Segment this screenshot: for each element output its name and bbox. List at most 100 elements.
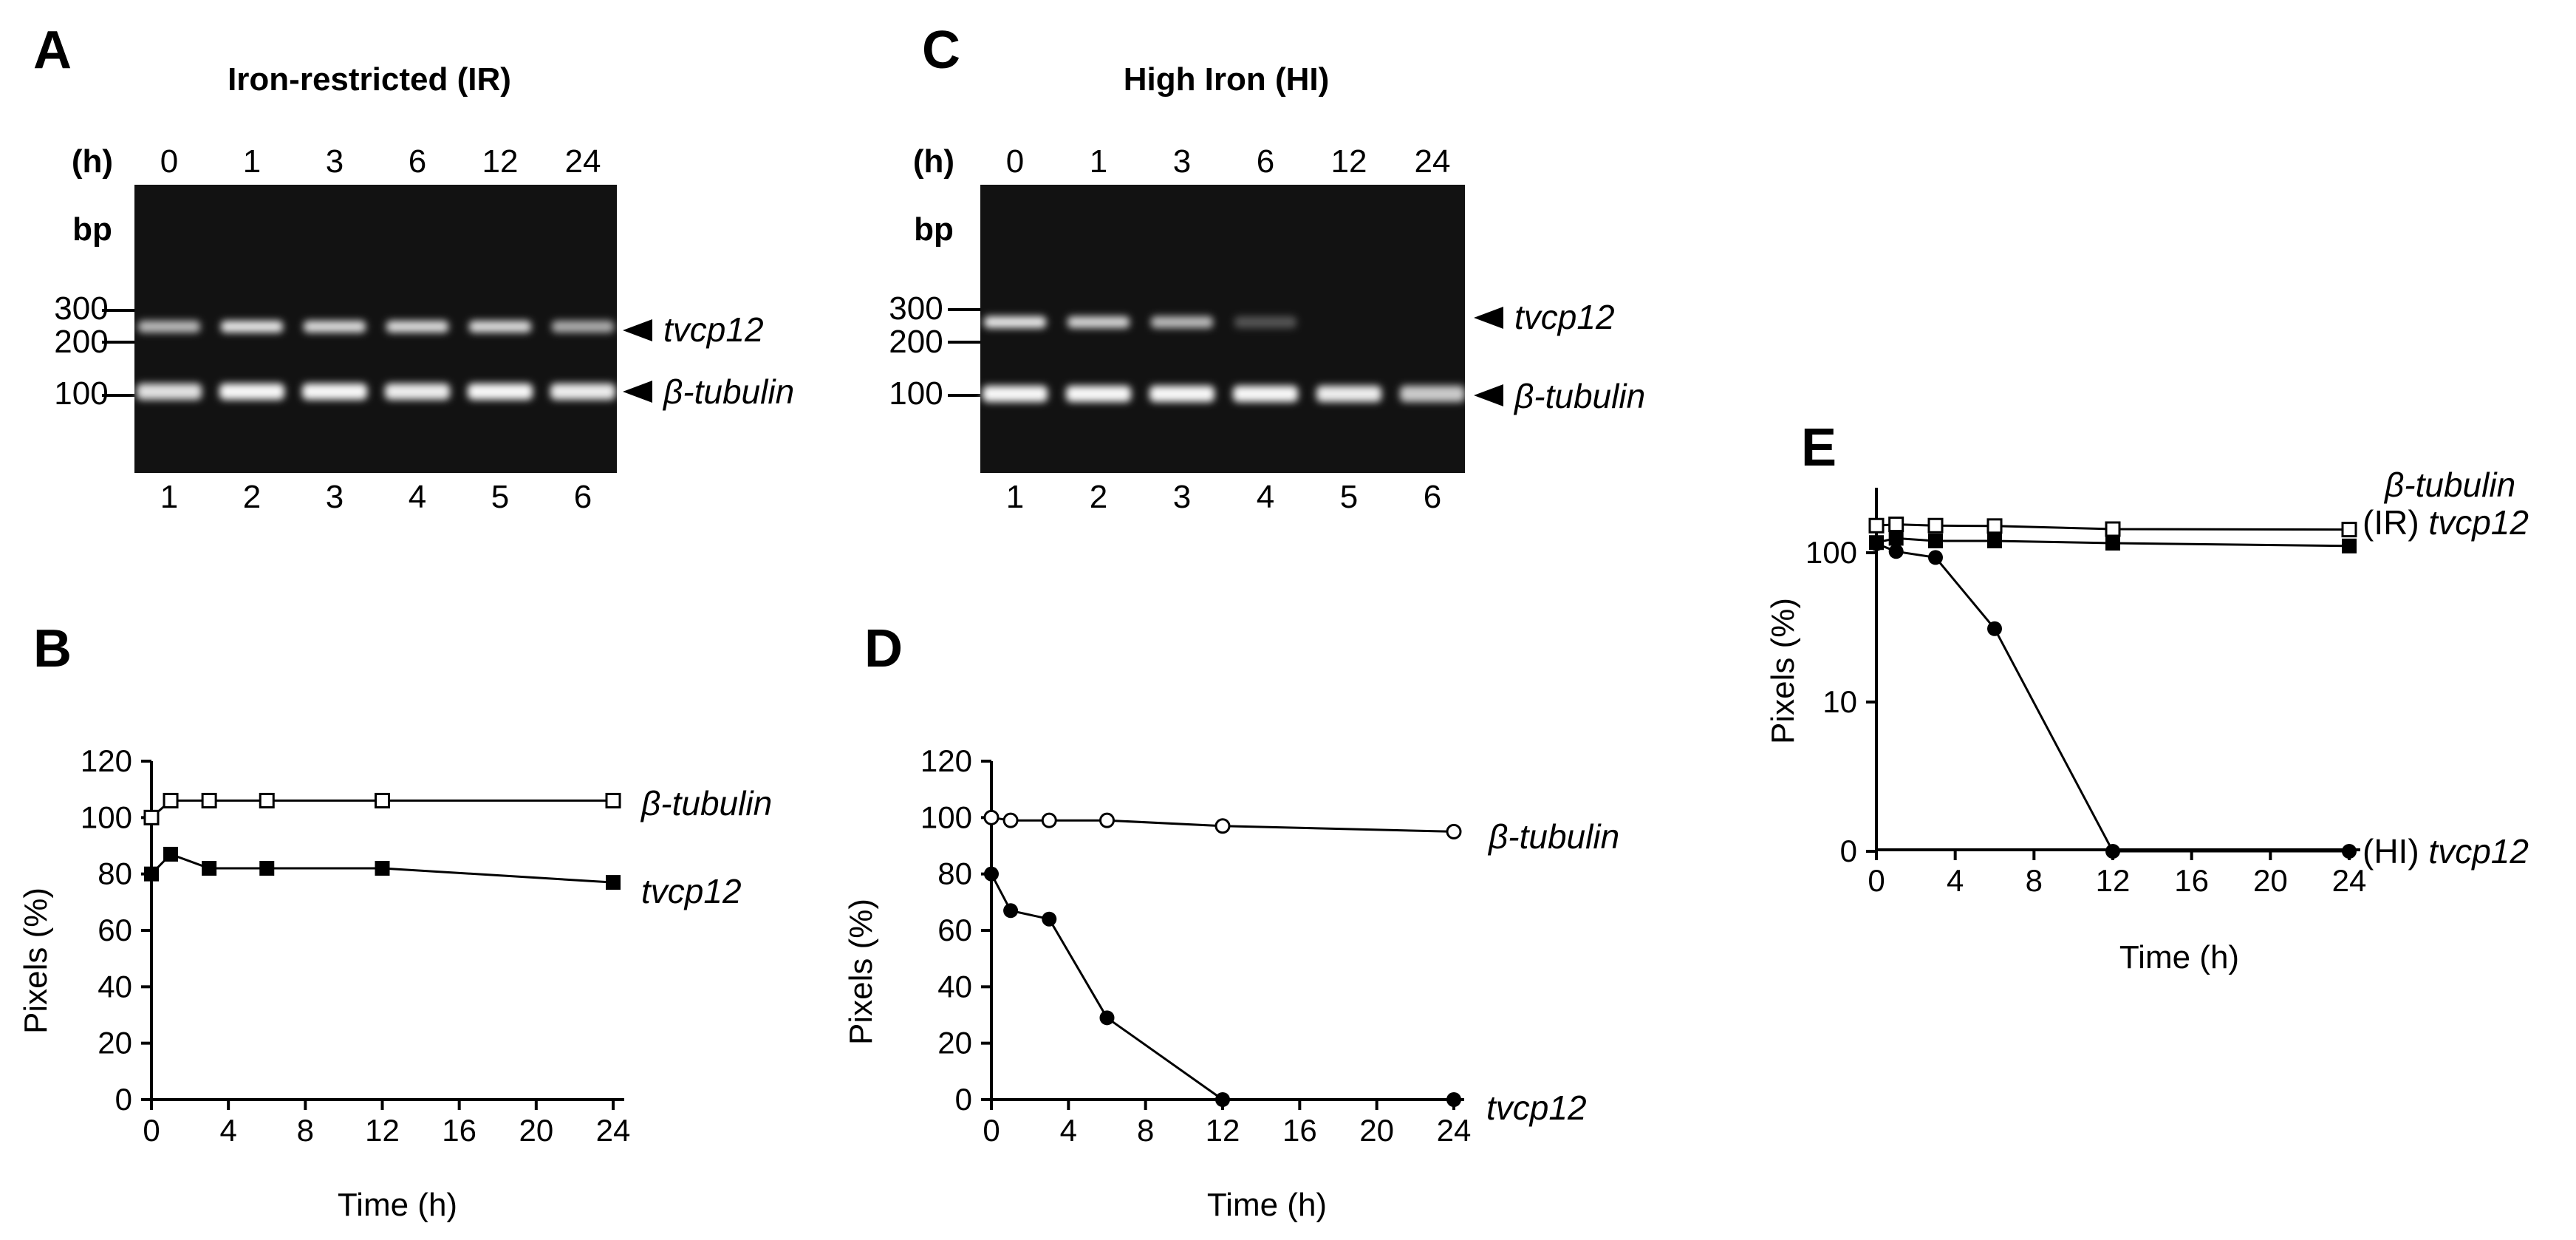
gel-time-label: 6 (1257, 143, 1274, 180)
data-point (983, 809, 1000, 825)
chart-e-ir-tvcp12-label: (IR) tvcp12 (2363, 503, 2529, 542)
y-tick-label: 100 (81, 800, 132, 834)
x-tick-label: 16 (2174, 863, 2209, 898)
tvcp12-band (304, 321, 366, 333)
data-point (202, 861, 217, 876)
gel-a-lane-numbers: 1 2 3 4 5 6 (160, 479, 592, 515)
data-point (2105, 844, 2120, 859)
x-tick-label: 4 (1060, 1113, 1077, 1148)
data-point (1986, 518, 2003, 534)
tubulin-band (137, 384, 202, 400)
gel-a-marker-300: 300 (54, 290, 108, 327)
chart-d-tubulin-label: β-tubulin (1487, 817, 1619, 856)
gel-c-bands (983, 316, 1465, 402)
gel-a-bands (137, 321, 615, 400)
gel-lane-number: 2 (243, 479, 261, 515)
chart-e-ir-prefix: (IR) (2363, 503, 2428, 542)
data-point (259, 861, 275, 876)
gel-a-bp-label: bp (72, 211, 112, 248)
tvcp12-band (1151, 316, 1213, 328)
data-point (1042, 911, 1057, 927)
y-tick-label: 20 (98, 1026, 132, 1060)
data-point (163, 792, 179, 808)
gel-a-marker-100: 100 (54, 375, 108, 412)
series-line (1876, 542, 2349, 853)
y-tick-label: 0 (1840, 834, 1857, 868)
gel-time-label: 6 (409, 143, 426, 180)
chart-b-tvcp12-label: tvcp12 (641, 872, 742, 910)
chart-e-hi-prefix: (HI) (2363, 832, 2428, 871)
y-tick-label: 120 (81, 743, 132, 778)
data-point (605, 792, 621, 808)
data-point (2105, 521, 2121, 537)
data-point (606, 875, 621, 890)
y-tick-label: 60 (98, 913, 132, 947)
gel-lane-number: 4 (409, 479, 426, 515)
chart-e-x-axis-label: Time (h) (2119, 939, 2239, 975)
tvcp12-band (221, 321, 283, 333)
y-tick-label: 40 (937, 969, 972, 1004)
data-point (1041, 812, 1057, 828)
data-point (1888, 531, 1904, 546)
y-tick-label: 40 (98, 969, 132, 1004)
chart-d-y-axis-label: Pixels (%) (843, 899, 879, 1045)
data-point (1002, 812, 1019, 828)
data-point (2342, 538, 2357, 553)
panel-label-e: E (1801, 418, 1837, 477)
gel-time-label: 1 (243, 143, 261, 180)
y-tick-label: 80 (98, 856, 132, 891)
x-tick-label: 24 (2332, 863, 2367, 898)
gel-c-tubulin-arrow (1474, 384, 1503, 406)
tvcp12-band (1234, 316, 1296, 328)
data-point (1888, 517, 1904, 533)
data-point (2342, 844, 2357, 859)
gel-time-label: 24 (1415, 143, 1451, 180)
tvcp12-band (138, 321, 200, 333)
gel-time-label: 3 (326, 143, 344, 180)
tubulin-band (550, 384, 615, 400)
x-tick-label: 4 (1947, 863, 1964, 898)
data-point (1928, 534, 1943, 549)
gel-time-label: 1 (1090, 143, 1107, 180)
x-tick-label: 8 (297, 1113, 314, 1148)
chart-b: 0 4 8 12 16 20 24 0 20 40 60 80 100 120 (81, 743, 630, 1148)
chart-d-tvcp12-label: tvcp12 (1486, 1089, 1587, 1127)
x-tick-label: 20 (1359, 1113, 1394, 1148)
x-tick-label: 12 (365, 1113, 400, 1148)
x-tick-label: 0 (1868, 863, 1885, 898)
chart-b-y-axis-label: Pixels (%) (18, 888, 54, 1034)
gel-time-label: 24 (565, 143, 601, 180)
gel-a-tvcp12-label: tvcp12 (663, 310, 764, 349)
y-tick-label: 10 (1822, 684, 1857, 719)
gel-c-tubulin-label: β-tubulin (1513, 377, 1645, 415)
panel-label-c: C (922, 21, 960, 80)
data-point (1927, 517, 1944, 534)
chart-e-ir-name: tvcp12 (2428, 503, 2529, 542)
x-tick-label: 8 (2026, 863, 2043, 898)
tvcp12-band (984, 316, 1046, 328)
gel-c-title: High Iron (HI) (1124, 61, 1330, 98)
gel-c-tvcp12-arrow (1474, 307, 1503, 329)
tvcp12-band (386, 321, 448, 333)
gel-a-time-labels: 0 1 3 6 12 24 (160, 143, 601, 180)
data-point (201, 792, 217, 808)
gel-lane-number: 6 (574, 479, 592, 515)
tubulin-band (385, 384, 450, 400)
gel-c-image (980, 185, 1465, 473)
data-point (1214, 818, 1231, 834)
gel-a-title: Iron-restricted (IR) (228, 61, 511, 98)
data-point (1099, 812, 1115, 828)
data-point (1003, 903, 1019, 919)
x-tick-label: 24 (596, 1113, 631, 1148)
panel-label-d: D (864, 619, 903, 678)
gel-c-marker-200: 200 (889, 324, 943, 360)
x-tick-label: 0 (143, 1113, 160, 1148)
x-tick-label: 16 (1282, 1113, 1317, 1148)
data-point (1099, 1010, 1115, 1026)
gel-a-tubulin-arrow (623, 381, 652, 403)
y-tick-label: 60 (937, 913, 972, 947)
tubulin-band (468, 384, 533, 400)
data-point (375, 792, 390, 808)
gel-c-hours-label: (h) (913, 143, 954, 180)
tubulin-band (1066, 386, 1131, 402)
